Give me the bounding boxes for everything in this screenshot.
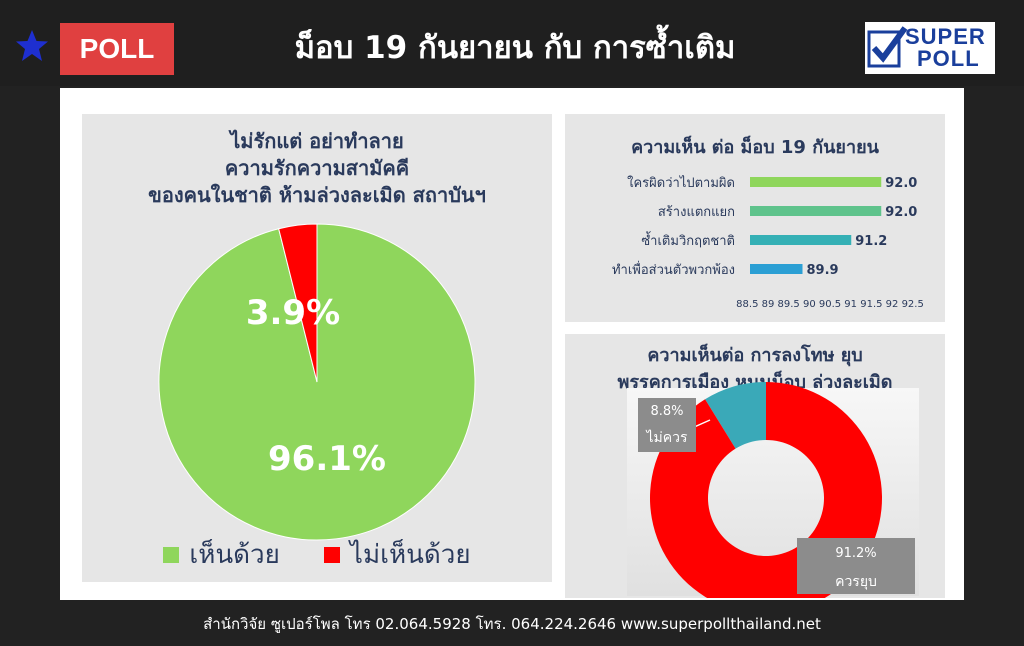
bar [750, 264, 803, 274]
pie-label-disagree: 3.9% [246, 293, 340, 333]
legend-swatch-red [323, 546, 340, 563]
pie-chart: 3.9% 96.1% [158, 223, 476, 541]
pie-title-line: ไม่รักแต่ อย่าทำลาย [230, 129, 404, 153]
bar-value-label: 92.0 [885, 205, 917, 220]
bar-chart: ใครผิดว่าไปตามผิด 92.0 สร้างแตกแยก 92.0 ซ้ำเ… [612, 175, 924, 310]
callout-should-dissolve: 91.2% ควรยุบ [797, 538, 915, 594]
pie-slice-disagree [278, 223, 318, 383]
bar-value-label: 91.2 [855, 234, 887, 249]
bar-category-label: สร้างแตกแยก [658, 205, 735, 220]
bar [750, 177, 882, 187]
superpoll-logo: SUPER POLL [865, 22, 995, 74]
bar [750, 235, 852, 245]
legend-item-disagree: ไม่เห็นด้วย [323, 534, 471, 575]
callout-percent: 91.2% [835, 546, 877, 561]
donut-slice-should-not [705, 382, 766, 449]
bar-value-label: 92.0 [885, 176, 917, 191]
bar-chart-panel: ความเห็น ต่อ ม็อบ 19 กันยายน ใครผิดว่าไป… [565, 114, 945, 322]
bar-category-label: ซ้ำเติมวิกฤตชาติ [641, 231, 735, 249]
bar-chart-title: ความเห็น ต่อ ม็อบ 19 กันยายน [631, 137, 879, 158]
donut-title-line: ความเห็นต่อ การลงโทษ ยุบ [647, 345, 863, 366]
callout-label: ไม่ควร [646, 430, 688, 446]
poll-badge: POLL [60, 23, 174, 75]
x-axis-tick-labels: 88.5 89 89.5 90 90.5 91 91.5 92 92.5 [736, 299, 924, 310]
pie-title-line: ความรักความสามัคคี [224, 156, 410, 180]
legend-swatch-green [163, 546, 180, 563]
logo-word-super: SUPER [905, 24, 986, 49]
legend-label-agree: เห็นด้วย [189, 540, 280, 570]
pie-chart-panel: ไม่รักแต่ อย่าทำลาย ความรักความสามัคคี ข… [82, 114, 552, 582]
callout-percent: 8.8% [650, 404, 684, 419]
star-icon [16, 30, 48, 61]
donut-chart-title: ความเห็นต่อ การลงโทษ ยุบ พรรคการเมือง หน… [565, 342, 945, 396]
pie-legend: เห็นด้วย ไม่เห็นด้วย [82, 534, 552, 575]
pie-title-line: ของคนในชาติ ห้ามล่วงละเมิด สถาบันฯ [148, 183, 486, 207]
bar-value-label: 89.9 [807, 263, 839, 278]
donut-title-line: พรรคการเมือง หนุนม็อบ ล่วงละเมิด [617, 372, 893, 393]
callout-label: ควรยุบ [835, 574, 877, 590]
legend-item-agree: เห็นด้วย [163, 534, 280, 575]
page-title: ม็อบ 19 กันยายน กับ การซ้ำเติม [294, 30, 736, 66]
bar [750, 206, 882, 216]
checkmark-icon [867, 26, 908, 68]
footer-contact: สำนักวิจัย ซูเปอร์โพล โทร 02.064.5928 โท… [203, 615, 821, 633]
callout-should-not: 8.8% ไม่ควร [638, 398, 696, 452]
pie-label-agree: 96.1% [268, 439, 386, 479]
pie-chart-title: ไม่รักแต่ อย่าทำลาย ความรักความสามัคคี ข… [82, 128, 552, 209]
donut-chart-panel: ความเห็นต่อ การลงโทษ ยุบ พรรคการเมือง หน… [565, 334, 945, 598]
legend-label-disagree: ไม่เห็นด้วย [349, 540, 471, 570]
bar-category-label: ใครผิดว่าไปตามผิด [627, 175, 735, 191]
bar-category-label: ทำเพื่อส่วนตัวพวกพ้อง [612, 261, 735, 278]
header-bar: POLL ม็อบ 19 กันยายน กับ การซ้ำเติม SUPE… [0, 0, 1024, 86]
logo-word-poll: POLL [917, 46, 980, 71]
